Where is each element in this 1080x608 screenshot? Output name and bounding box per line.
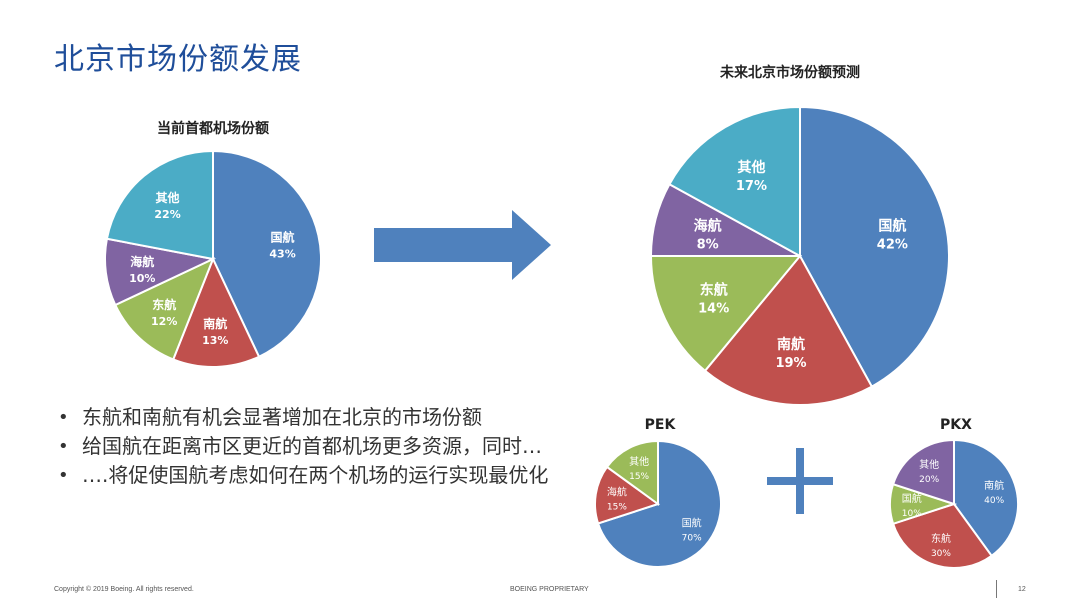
- pie-label-future-4: 其他: [737, 159, 765, 176]
- pie-slice-pkx-3: [891, 438, 955, 506]
- pie-label-pkx-0: 南航: [984, 479, 1004, 492]
- pie-value-label-pek-2: 15%: [629, 472, 649, 482]
- pie-chart-current: 国航 43% 南航 13% 东航 12% 海航 10% 其他 22%: [104, 149, 322, 368]
- pie-chart-pkx: 南航 40% 东航 30% 国航 10% 其他 20%: [889, 438, 1019, 569]
- pie-slice-future-1: [703, 254, 874, 406]
- footer-copyright: Copyright © 2019 Boeing. All rights rese…: [54, 586, 194, 593]
- plus-icon: [767, 448, 833, 514]
- pie-slice-pkx-0: [953, 438, 1019, 558]
- pie-label-pek-1: 海航: [607, 485, 627, 498]
- pie-label-current-3: 海航: [130, 254, 154, 269]
- pie-label-current-0: 国航: [271, 229, 295, 244]
- bullet-dot-icon: •: [58, 436, 69, 457]
- right-arrow-icon: [374, 210, 551, 280]
- pie-value-label-current-0: 43%: [269, 247, 295, 260]
- pie-value-label-current-2: 12%: [151, 315, 177, 328]
- pie-value-label-current-4: 22%: [154, 208, 180, 221]
- pie-value-label-pkx-3: 20%: [919, 475, 939, 485]
- footer-proprietary: BOEING PROPRIETARY: [510, 586, 589, 593]
- pie-value-label-future-1: 19%: [775, 356, 806, 371]
- pie-chart-future: 国航 42% 南航 19% 东航 14% 海航 8% 其他 17%: [649, 105, 950, 406]
- bullet-list: • 东航和南航有机会显著增加在北京的市场份额 • 给国航在距离市区更近的首都机场更多…: [56, 404, 556, 491]
- pie-label-current-2: 东航: [152, 297, 176, 312]
- pie-label-pek-2: 其他: [629, 455, 649, 468]
- pie-value-label-future-0: 42%: [877, 237, 908, 252]
- pie-value-label-pkx-0: 40%: [984, 496, 1004, 506]
- pie-label-current-1: 南航: [203, 316, 227, 331]
- bullet-item: • 东航和南航有机会显著增加在北京的市场份额: [58, 405, 482, 429]
- pie-label-pkx-3: 其他: [919, 458, 939, 471]
- pie-label-future-0: 国航: [878, 217, 906, 234]
- bullet-item: • 给国航在距离市区更近的首都机场更多资源，同时…: [58, 434, 542, 458]
- pie-value-label-current-1: 13%: [202, 334, 228, 347]
- bullet-dot-icon: •: [58, 465, 69, 486]
- pie-label-future-3: 海航: [694, 217, 722, 234]
- pie-value-label-pek-1: 15%: [607, 502, 627, 512]
- pie-slice-future-0: [799, 105, 950, 388]
- pie-slice-future-2: [649, 255, 803, 373]
- pie-slice-current-1: [171, 256, 261, 368]
- chart-title-pkx: PKX: [940, 417, 972, 433]
- pie-value-label-pkx-1: 30%: [931, 549, 951, 559]
- page-title: 北京市场份额发展: [54, 42, 302, 77]
- pie-slice-current-2: [113, 257, 215, 361]
- pie-slice-current-4: [105, 149, 214, 261]
- pie-label-future-1: 南航: [777, 336, 805, 353]
- chart-title-future: 未来北京市场份额预测: [720, 65, 860, 81]
- pie-label-pkx-2: 国航: [902, 492, 922, 505]
- pie-slice-future-4: [668, 105, 801, 258]
- pie-value-label-current-3: 10%: [129, 272, 155, 285]
- pie-label-future-2: 东航: [700, 282, 728, 299]
- footer-page-number: 12: [1018, 586, 1026, 593]
- pie-value-label-future-2: 14%: [698, 302, 729, 317]
- pie-value-label-future-4: 17%: [736, 179, 767, 194]
- pie-slice-pkx-1: [891, 502, 994, 569]
- pie-value-label-pkx-2: 10%: [902, 509, 922, 519]
- bullet-item: • ….将促使国航考虑如何在两个机场的运行实现最优化: [58, 463, 549, 487]
- chart-title-pek: PEK: [644, 417, 676, 433]
- pie-label-current-4: 其他: [156, 190, 180, 205]
- pie-slice-pek-2: [605, 439, 659, 506]
- pie-slice-pek-1: [594, 465, 661, 525]
- pie-slice-current-0: [212, 149, 322, 359]
- footer-divider: [996, 580, 997, 598]
- pie-label-pek-0: 国航: [682, 516, 702, 529]
- pie-value-label-pek-0: 70%: [682, 533, 702, 543]
- pie-label-pkx-1: 东航: [931, 532, 951, 545]
- pie-value-label-future-3: 8%: [697, 237, 719, 252]
- bullet-dot-icon: •: [58, 407, 69, 428]
- chart-title-current: 当前首都机场份额: [157, 121, 269, 137]
